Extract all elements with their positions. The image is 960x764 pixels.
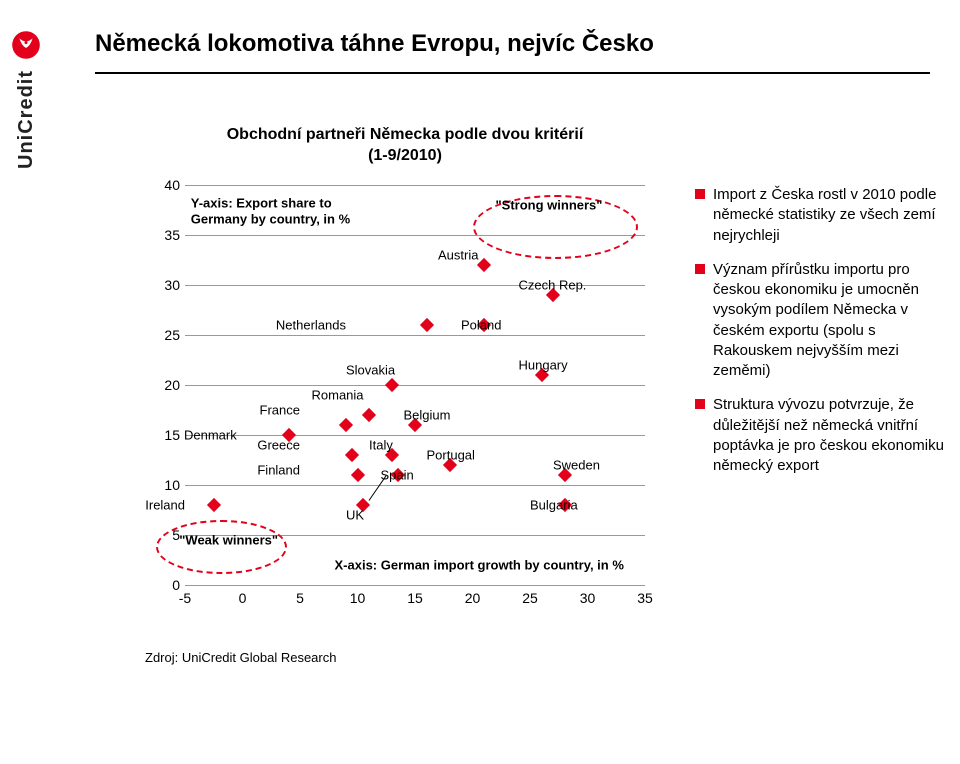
data-label: UK (346, 508, 364, 523)
chart-title-line1: Obchodní partneři Německa podle dvou kri… (227, 126, 584, 143)
gridline (185, 185, 645, 186)
data-label: Denmark (184, 428, 237, 443)
xtick-label: 25 (522, 590, 538, 606)
data-marker (385, 378, 399, 392)
data-label: Greece (257, 438, 300, 453)
scatter-plot: 0510152025303540-505101520253035IrelandD… (185, 185, 645, 585)
annotation-strong-winners: "Strong winners" (496, 198, 603, 213)
ytick-label: 35 (150, 227, 180, 243)
xtick-label: 10 (350, 590, 366, 606)
data-label: France (260, 403, 300, 418)
data-marker (362, 408, 376, 422)
x-axis-label: X-axis: German import growth by country,… (335, 558, 624, 573)
bullet-item: Struktura vývozu potvrzuje, že důležitěj… (695, 395, 945, 476)
ytick-label: 10 (150, 477, 180, 493)
chart-area: 0510152025303540-505101520253035IrelandD… (145, 185, 665, 625)
data-label: Portugal (427, 448, 475, 463)
content-area: Německá lokomotiva táhne Evropu, nejvíc … (65, 0, 950, 734)
data-label: Slovakia (346, 363, 395, 378)
xtick-label: 15 (407, 590, 423, 606)
xtick-label: 5 (296, 590, 304, 606)
gridline (185, 335, 645, 336)
page: UniCredit Německá lokomotiva táhne Evrop… (0, 0, 960, 734)
ytick-label: 40 (150, 177, 180, 193)
gridline (185, 585, 645, 586)
ytick-label: 5 (150, 527, 180, 543)
data-label: Italy (369, 438, 393, 453)
gridline (185, 485, 645, 486)
data-marker (339, 418, 353, 432)
data-marker (477, 258, 491, 272)
ytick-label: 15 (150, 427, 180, 443)
annotation-weak-winners: "Weak winners" (179, 533, 278, 548)
data-label: Belgium (404, 408, 451, 423)
page-title: Německá lokomotiva táhne Evropu, nejvíc … (95, 30, 654, 58)
data-label: Netherlands (276, 318, 346, 333)
data-label: Czech Rep. (519, 278, 587, 293)
chart-title: Obchodní partneři Německa podle dvou kri… (165, 125, 645, 167)
data-label: Romania (312, 388, 364, 403)
ytick-label: 25 (150, 327, 180, 343)
ytick-label: 20 (150, 377, 180, 393)
xtick-label: 0 (239, 590, 247, 606)
y-axis-label: Y-axis: Export share to Germany by count… (191, 195, 351, 226)
xtick-label: 35 (637, 590, 653, 606)
bullet-item: Import z Česka rostl v 2010 podle německ… (695, 185, 945, 246)
logo-strip: UniCredit (0, 0, 52, 764)
xtick-label: 20 (465, 590, 481, 606)
xtick-label: 30 (580, 590, 596, 606)
ytick-label: 0 (150, 577, 180, 593)
data-label: Hungary (519, 358, 568, 373)
chart-title-line2: (1-9/2010) (368, 147, 442, 164)
data-marker (345, 448, 359, 462)
gridline (185, 435, 645, 436)
logo-text: UniCredit (15, 70, 38, 169)
xtick-label: -5 (179, 590, 191, 606)
bullet-item: Význam přírůstku importu pro českou ekon… (695, 260, 945, 382)
data-label: Ireland (145, 498, 185, 513)
title-rule (95, 72, 930, 74)
data-marker (419, 318, 433, 332)
source-text: Zdroj: UniCredit Global Research (145, 650, 336, 665)
data-marker (350, 468, 364, 482)
ytick-label: 30 (150, 277, 180, 293)
pointer-line (369, 475, 387, 501)
unicredit-logo-icon (11, 30, 41, 60)
data-label: Poland (461, 318, 501, 333)
data-label: Bulgaria (530, 498, 578, 513)
data-label: Austria (438, 248, 478, 263)
data-marker (207, 498, 221, 512)
gridline (185, 235, 645, 236)
bullet-list: Import z Česka rostl v 2010 podle německ… (695, 185, 945, 490)
data-label: Finland (257, 463, 300, 478)
gridline (185, 385, 645, 386)
data-label: Sweden (553, 458, 600, 473)
